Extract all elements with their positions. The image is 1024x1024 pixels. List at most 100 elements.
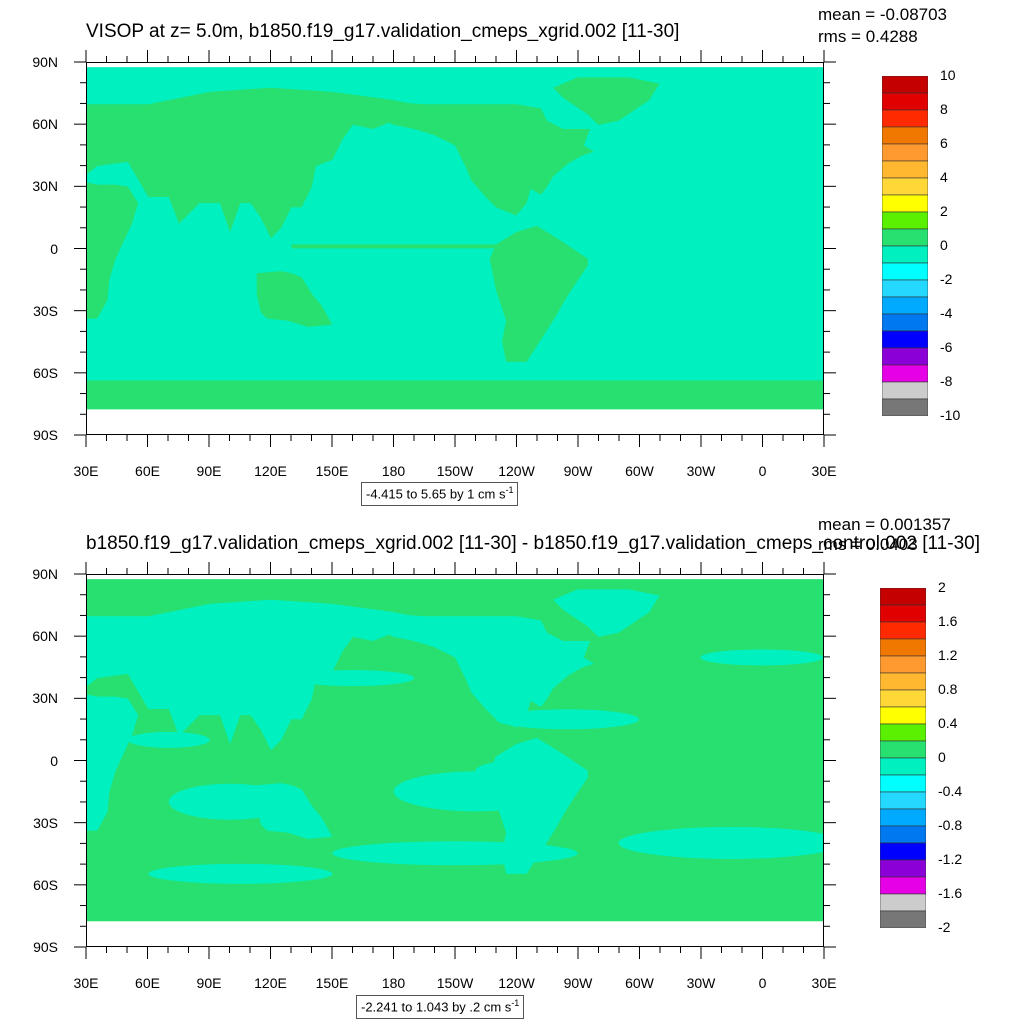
colorbar-swatch — [882, 76, 928, 94]
x-tick-label: 30E — [73, 975, 99, 991]
colorbar-swatch — [882, 109, 928, 128]
colorbar-swatch — [880, 774, 926, 793]
x-tick-label: 120W — [498, 463, 535, 479]
colorbar-label: -0.4 — [938, 783, 963, 799]
region-5 — [553, 77, 660, 125]
mean-stat: mean = -0.08703 — [818, 5, 948, 24]
colorbar-label: -6 — [940, 339, 953, 355]
y-tick-label: 60S — [33, 876, 58, 893]
colorbar-label: -4 — [940, 305, 953, 321]
x-tick-label: 30E — [73, 463, 99, 479]
colorbar — [882, 76, 928, 416]
colorbar-label: -0.8 — [938, 817, 963, 833]
region-0 — [87, 182, 139, 319]
range-unit-exponent: -1 — [511, 998, 520, 1008]
colorbar-swatch — [882, 228, 928, 247]
colorbar-swatch — [880, 689, 926, 708]
y-tick-label: 90N — [32, 54, 58, 70]
colorbar-swatch — [882, 381, 928, 400]
colorbar-swatch — [882, 177, 928, 196]
colorbar-swatch — [880, 706, 926, 725]
colorbar-label: 8 — [940, 101, 948, 117]
map-plot — [86, 62, 824, 435]
region-1 — [87, 599, 415, 751]
colorbar-label: -8 — [940, 373, 953, 389]
y-tick-label: 30S — [33, 814, 58, 831]
x-tick-label: 30W — [686, 975, 716, 991]
x-tick-label: 60E — [135, 463, 160, 479]
map-field — [87, 575, 823, 946]
x-tick-label: 60W — [625, 463, 654, 479]
colorbar-swatch — [880, 672, 926, 691]
chart-title: b1850.f19_g17.validation_cmeps_xgrid.002… — [86, 533, 980, 554]
anomaly-blob — [393, 771, 558, 812]
colorbar-swatch — [882, 211, 928, 230]
anomaly-blob — [148, 863, 333, 884]
colorbar-label: -1.6 — [938, 885, 963, 901]
x-tick-label: 180 — [381, 975, 406, 991]
chart-panel-bottom: b1850.f19_g17.validation_cmeps_xgrid.002… — [0, 512, 1024, 1024]
anomaly-blob — [127, 731, 210, 748]
colorbar-swatch — [882, 330, 928, 349]
region-5 — [553, 589, 660, 637]
colorbar-swatch — [880, 588, 926, 606]
x-tick-label: 120E — [254, 975, 287, 991]
colorbar-label: 2 — [938, 579, 946, 595]
y-tick-label: 30S — [33, 302, 58, 319]
y-tick-label: 0 — [50, 752, 58, 769]
colorbar-label: -1.2 — [938, 851, 963, 867]
x-tick-label: 150E — [315, 463, 349, 479]
colorbar-swatch — [880, 791, 926, 810]
chart-title: VISOP at z= 5.0m, b1850.f19_g17.validati… — [86, 21, 680, 42]
colorbar-swatch — [882, 160, 928, 179]
range-note-text: -4.415 to 5.65 by 1 cm s — [366, 486, 506, 502]
region-3 — [369, 614, 595, 728]
no-data-region — [87, 921, 823, 946]
colorbar-swatch — [880, 723, 926, 742]
colorbar-swatch — [882, 279, 928, 298]
colorbar-swatch — [880, 740, 926, 759]
colorbar-label: 0 — [940, 237, 948, 253]
colorbar-swatch — [880, 757, 926, 776]
colorbar-label: 6 — [940, 135, 948, 151]
colorbar-swatch — [880, 621, 926, 640]
colorbar-swatch — [882, 398, 928, 416]
colorbar-swatch — [882, 92, 928, 111]
colorbar-swatch — [882, 364, 928, 383]
colorbar-label: 1.2 — [938, 647, 958, 663]
anomaly-blob — [332, 841, 578, 866]
x-tick-label: 0 — [758, 975, 767, 991]
southern-band — [87, 380, 823, 410]
anomaly-blob — [618, 826, 823, 859]
x-tick-label: 150W — [436, 975, 474, 991]
colorbar-swatch — [880, 910, 926, 928]
range-note: -2.241 to 1.043 by .2 cm s-1 — [356, 995, 525, 1019]
colorbar-swatch — [882, 347, 928, 366]
y-tick-label: 60N — [32, 116, 58, 133]
colorbar-swatch — [880, 808, 926, 827]
anomaly-blob — [700, 649, 823, 666]
colorbar-swatch — [882, 245, 928, 264]
colorbar-swatch — [882, 262, 928, 281]
anomaly-blob — [168, 783, 292, 820]
y-tick-label: 30N — [32, 690, 58, 707]
region-2 — [256, 271, 333, 327]
colorbar-swatch — [882, 126, 928, 145]
x-tick-label: 150E — [315, 975, 349, 991]
region-3 — [369, 102, 595, 216]
x-tick-label: 60E — [135, 975, 160, 991]
equatorial-band — [291, 244, 496, 249]
colorbar-swatch — [880, 655, 926, 674]
colorbar-label: 10 — [940, 67, 956, 83]
colorbar-swatch — [882, 194, 928, 213]
x-tick-label: 90E — [196, 975, 222, 991]
y-tick-label: 90S — [33, 939, 58, 955]
x-tick-label: 150W — [436, 463, 474, 479]
colorbar-swatch — [882, 313, 928, 332]
x-tick-label: 120W — [498, 975, 535, 991]
colorbar-label: 2 — [940, 203, 948, 219]
x-tick-label: 90W — [563, 463, 593, 479]
chart-panel-top: VISOP at z= 5.0m, b1850.f19_g17.validati… — [32, 5, 960, 506]
x-tick-label: 0 — [758, 463, 767, 479]
range-note-text: -2.241 to 1.043 by .2 cm s — [361, 999, 512, 1015]
